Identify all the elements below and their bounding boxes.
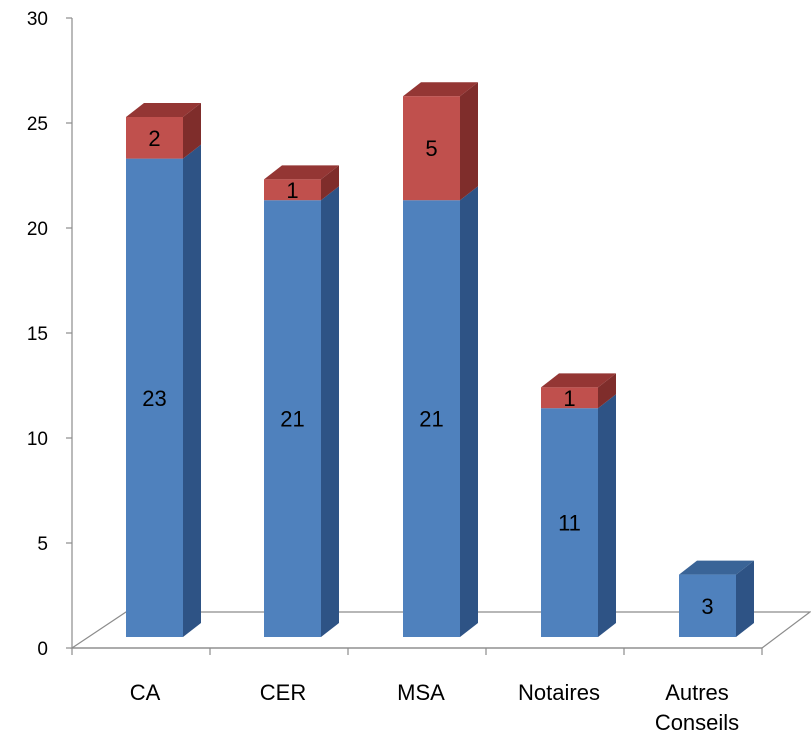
bar-segment (403, 200, 460, 637)
bar-side-face (321, 165, 339, 201)
data-label: 2 (148, 126, 160, 151)
y-tick-label: 25 (27, 114, 48, 135)
category-label: Notaires (518, 680, 600, 705)
bar-top-face (679, 560, 754, 575)
category-label: MSA (397, 680, 445, 705)
bar-side-face (598, 394, 616, 637)
bar-segment (541, 387, 598, 409)
bar-side-face (183, 103, 201, 159)
category-axis: CA CER MSA Notaires Autres Conseils (71, 647, 763, 735)
bar-top-face (541, 373, 616, 388)
y-tick-label: 15 (27, 324, 48, 345)
bar-segment (403, 96, 460, 201)
data-label: 1 (286, 178, 298, 203)
bar-segment (679, 574, 736, 637)
data-label: 21 (280, 407, 304, 432)
bar-segment (264, 200, 321, 637)
bar-top-face (126, 103, 201, 117)
bar-side-face (321, 186, 339, 637)
y-tick-label: 20 (27, 219, 48, 240)
bar-segment (126, 117, 183, 159)
data-label: 3 (701, 594, 713, 619)
y-tick-label: 0 (37, 639, 48, 660)
bar-side-face (736, 560, 754, 637)
bar-side-face (183, 144, 201, 637)
data-label: 23 (142, 386, 166, 411)
bar-segment (126, 158, 183, 637)
data-label: 21 (419, 407, 443, 432)
value-axis: 0 5 10 15 20 25 30 (27, 9, 73, 660)
bar-segment (264, 179, 321, 201)
category-label: CA (130, 680, 161, 705)
bar-side-face (460, 186, 478, 637)
bars (126, 82, 754, 637)
data-label: 11 (558, 511, 581, 536)
y-tick-label: 5 (37, 534, 48, 555)
bar-segment (541, 408, 598, 637)
y-tick-label: 30 (27, 9, 48, 30)
bar-side-face (598, 373, 616, 409)
bar-side-face (460, 82, 478, 201)
bar-top-face (264, 165, 339, 180)
y-tick-label: 10 (27, 429, 48, 450)
data-label: 1 (563, 386, 575, 411)
data-label: 5 (425, 136, 437, 161)
category-label: CER (260, 680, 306, 705)
bar-top-face (403, 82, 478, 97)
category-label: Autres Conseils (655, 680, 739, 735)
